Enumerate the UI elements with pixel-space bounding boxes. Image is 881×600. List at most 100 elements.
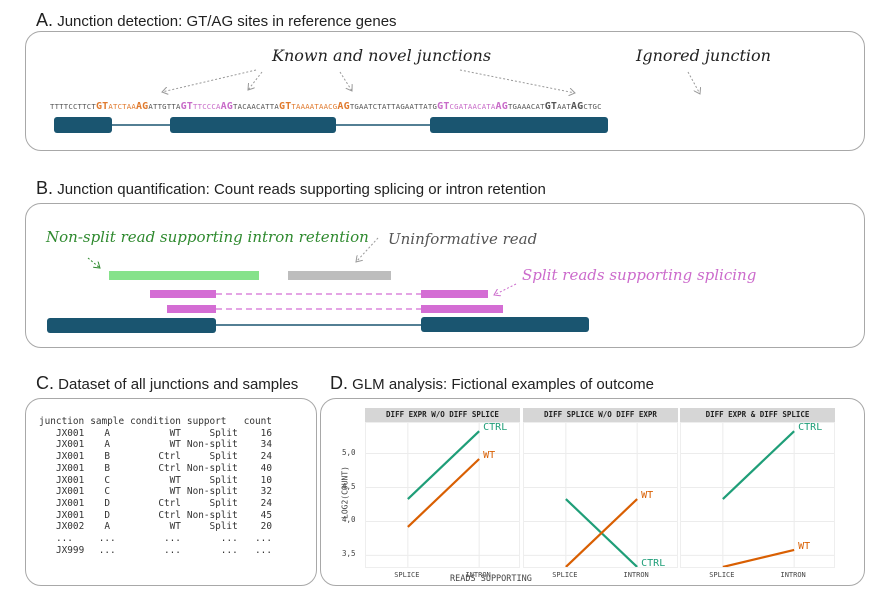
facet-plot <box>523 422 678 568</box>
exon-b-2 <box>421 317 589 332</box>
table-cell: 16 <box>260 427 272 439</box>
section-c-text: Dataset of all junctions and samples <box>58 376 299 393</box>
reference-sequence: TTTTCCTTCTGTATCTAAAGATTGTTAGTTTCCCAAGTAC… <box>50 101 602 112</box>
table-cell: JX001 <box>56 509 85 521</box>
x-tick-label: SPLICE <box>709 571 735 579</box>
table-cell: JX001 <box>56 462 85 474</box>
splice-site-dinucleotide: AG <box>570 101 584 112</box>
series-line-ctrl <box>407 430 480 500</box>
column-header-junction: junction <box>39 416 85 427</box>
table-row: ............... <box>36 533 275 545</box>
table-cell: Ctrl <box>158 509 181 521</box>
facet-plot <box>680 422 835 568</box>
x-tick-label: INTRON <box>623 571 649 579</box>
facet-strip-title: DIFF SPLICE W/O DIFF EXPR <box>523 408 678 422</box>
arrow-split <box>494 283 517 295</box>
facet-plot <box>365 422 520 568</box>
uninformative-read <box>288 271 391 280</box>
series-line-ctrl <box>722 430 795 500</box>
table-cell: ... <box>255 544 272 556</box>
x-tick-label: INTRON <box>780 571 806 579</box>
table-cell: 32 <box>260 486 272 498</box>
sequence-segment: TAAAATAACG <box>291 102 338 111</box>
exon-1 <box>54 117 112 133</box>
splice-site-dinucleotide: GT <box>180 101 194 112</box>
known-novel-label: Known and novel junctions <box>272 46 492 65</box>
table-cell: WT <box>169 521 181 533</box>
table-cell: 10 <box>260 474 272 486</box>
table-cell: ... <box>163 544 181 556</box>
table-row: JX999............ <box>36 545 275 557</box>
sequence-segment: ATCTAA <box>108 102 136 111</box>
table-cell: Split <box>209 497 238 509</box>
column-header-sample: sample <box>90 416 125 427</box>
table-cell: D <box>104 509 110 521</box>
table-cell: WT <box>169 474 181 486</box>
dataset-body: JX001 A WT Split 16 JX001 A WT Non-split 34 JX001 B… <box>36 428 275 557</box>
section-d-letter: D. <box>330 373 348 393</box>
sequence-segment: CTGC <box>583 102 602 111</box>
table-cell: JX001 <box>56 497 85 509</box>
table-cell: Ctrl <box>158 462 181 474</box>
arrow-junction-3 <box>339 71 352 91</box>
exon-b-1 <box>47 318 216 333</box>
arrow-junction-4 <box>459 69 575 93</box>
splice-site-dinucleotide: AG <box>337 101 350 112</box>
table-row: JX001 D Ctrl Non-split 45 <box>36 510 275 522</box>
series-label-ctrl: CTRL <box>641 557 666 569</box>
dataset-header-row: junction sample condition support count <box>36 416 275 428</box>
sequence-segment: CGATAACATA <box>449 102 496 111</box>
table-cell: C <box>104 486 110 498</box>
x-tick-label: INTRON <box>465 571 491 579</box>
splice-site-dinucleotide: GT <box>95 101 109 112</box>
table-cell: ... <box>98 544 116 556</box>
series-line-wt <box>407 458 480 528</box>
table-cell: A <box>104 521 110 533</box>
table-row: JX001 A WT Non-split 34 <box>36 439 275 451</box>
split-reads-label: Split reads supporting splicing <box>522 266 757 284</box>
arrow-ignored-junction <box>687 71 700 94</box>
facet-strip-title: DIFF EXPR W/O DIFF SPLICE <box>365 408 520 422</box>
table-row: JX001 A WT Split 16 <box>36 428 275 440</box>
series-label-wt: WT <box>798 540 811 552</box>
table-cell: Non-split <box>186 509 238 521</box>
series-label-wt: WT <box>483 449 496 461</box>
nonsplit-read-label: Non-split read supporting intron retenti… <box>46 228 369 246</box>
table-cell: B <box>104 462 110 474</box>
table-row: JX001 B Ctrl Non-split 40 <box>36 463 275 475</box>
table-cell: WT <box>169 486 181 498</box>
section-d-title: D. GLM analysis: Fictional examples of o… <box>330 373 654 394</box>
series-label-ctrl: CTRL <box>798 422 823 434</box>
split-read-1-right <box>421 290 488 298</box>
table-cell: JX001 <box>56 427 85 439</box>
table-cell: ... <box>56 533 73 545</box>
table-cell: 20 <box>260 521 272 533</box>
splice-site-dinucleotide: GT <box>437 101 450 112</box>
exon-2 <box>170 117 336 133</box>
series-line-wt <box>565 498 638 567</box>
table-row: JX001 B Ctrl Split 24 <box>36 451 275 463</box>
section-b-letter: B. <box>36 178 54 198</box>
table-cell: B <box>104 451 110 463</box>
table-cell: 24 <box>260 451 272 463</box>
y-tick-label: 5,0 <box>342 447 356 457</box>
table-cell: A <box>104 439 110 451</box>
uninformative-read-label: Uninformative read <box>388 230 538 248</box>
section-d-text: GLM analysis: Fictional examples of outc… <box>352 376 654 393</box>
table-cell: ... <box>98 533 116 545</box>
table-cell: JX002 <box>56 521 85 533</box>
table-cell: JX001 <box>56 451 85 463</box>
split-read-2-left <box>167 305 216 313</box>
section-a-title: A. Junction detection: GT/AG sites in re… <box>36 10 397 31</box>
table-cell: ... <box>220 544 238 556</box>
table-cell: D <box>104 497 110 509</box>
table-cell: A <box>104 427 110 439</box>
splice-site-dinucleotide: AG <box>135 101 149 112</box>
y-tick-label: 4,5 <box>342 481 356 491</box>
exon-3 <box>430 117 608 133</box>
table-cell: ... <box>163 533 181 545</box>
series-label-ctrl: CTRL <box>483 422 508 434</box>
section-c-letter: C. <box>36 373 54 393</box>
table-row: JX001 C WT Split 10 <box>36 475 275 487</box>
